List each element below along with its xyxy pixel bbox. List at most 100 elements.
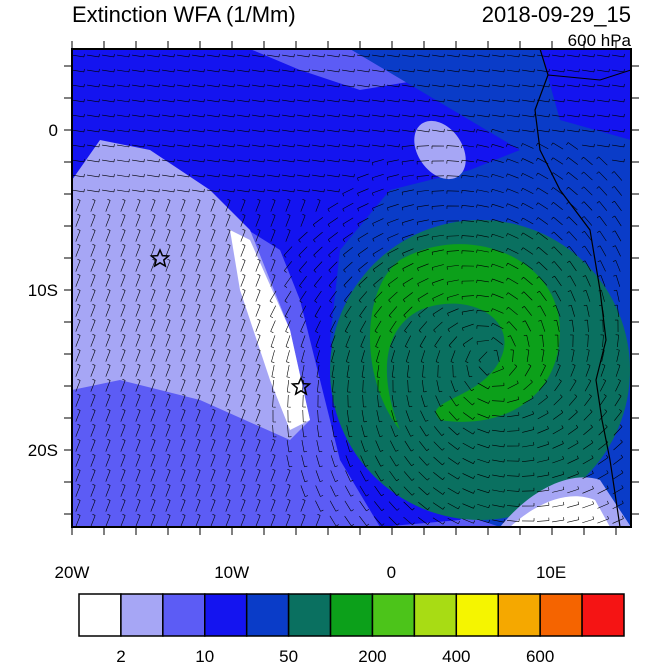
- wind-barb: [433, 472, 445, 480]
- wind-barb: [614, 409, 622, 421]
- wind-barb: [72, 143, 85, 148]
- wind-barb: [357, 247, 369, 258]
- wind-barb: [402, 277, 414, 287]
- wind-barb: [240, 514, 246, 527]
- wind-barb: [102, 173, 115, 178]
- wind-barb: [506, 292, 519, 300]
- wind-barb: [462, 83, 475, 88]
- wind-barb: [90, 514, 96, 527]
- wind-barb: [132, 188, 145, 193]
- wind-barb: [389, 470, 400, 482]
- wind-barb: [282, 113, 295, 118]
- wind-barb: [536, 232, 548, 240]
- wind-barb: [521, 143, 534, 149]
- wind-barb: [582, 98, 595, 103]
- wind-barb: [599, 319, 604, 333]
- wind-barb: [117, 173, 130, 178]
- wind-barb: [419, 441, 430, 451]
- wind-barb: [331, 425, 338, 438]
- wind-barb: [566, 260, 577, 272]
- wind-barb: [375, 440, 384, 452]
- field-white-south: [510, 496, 610, 527]
- wind-barb: [387, 113, 400, 118]
- colorbar-box: [329, 593, 374, 637]
- wind-barb: [327, 188, 340, 193]
- wind-barb: [387, 128, 400, 133]
- wind-barb: [195, 484, 201, 497]
- wind-barb: [432, 293, 444, 302]
- wind-barb: [150, 319, 156, 332]
- wind-barb: [506, 143, 519, 149]
- wind-barb: [446, 205, 460, 209]
- wind-barb: [507, 98, 520, 103]
- wind-barb: [446, 145, 460, 149]
- wind-barb: [387, 98, 400, 103]
- wind-barb: [466, 365, 473, 378]
- wind-barb: [105, 379, 111, 392]
- wind-barb: [462, 488, 475, 494]
- wind-barb: [270, 335, 276, 348]
- wind-barb: [357, 113, 370, 118]
- wind-barb: [342, 232, 354, 243]
- wind-barb: [344, 291, 352, 303]
- colorbar-label: 600: [526, 647, 554, 666]
- wind-barb: [507, 335, 516, 347]
- wind-barb: [492, 83, 505, 88]
- wind-barb: [240, 424, 246, 437]
- wind-barb: [180, 469, 186, 482]
- wind-barb: [582, 113, 595, 118]
- wind-barb: [361, 365, 366, 378]
- wind-barb: [135, 214, 141, 227]
- wind-barb: [390, 335, 396, 348]
- wind-barb: [506, 218, 519, 224]
- wind-barb: [597, 515, 609, 524]
- wind-barb: [597, 53, 610, 58]
- wind-barb: [418, 501, 430, 511]
- time-label: 2018-09-29_15: [482, 2, 631, 27]
- wind-barb: [240, 244, 246, 257]
- wind-barb: [566, 186, 578, 196]
- wind-barb: [177, 128, 190, 133]
- wind-barb: [117, 98, 130, 103]
- wind-barb: [477, 53, 490, 58]
- wind-barb: [312, 188, 325, 193]
- wind-barb: [417, 113, 430, 118]
- wind-barb: [165, 229, 171, 242]
- wind-barb: [298, 231, 308, 243]
- wind-barb: [297, 128, 310, 133]
- wind-barb: [135, 484, 141, 497]
- wind-barb: [180, 199, 186, 212]
- wind-barb: [536, 202, 549, 210]
- wind-barb: [302, 394, 306, 408]
- wind-barb: [240, 289, 246, 302]
- wind-barb: [87, 128, 100, 133]
- wind-barb: [297, 173, 310, 178]
- wind-barb: [286, 440, 292, 453]
- wind-barb: [510, 349, 514, 363]
- wind-barb: [536, 276, 548, 286]
- colorbar-box: [162, 593, 206, 637]
- wind-barb: [567, 98, 580, 103]
- wind-barb: [90, 214, 96, 227]
- wind-barb: [240, 484, 246, 497]
- wind-barb: [150, 424, 156, 437]
- wind-barb: [342, 83, 355, 88]
- wind-barb: [402, 98, 415, 103]
- wind-barb: [284, 275, 292, 288]
- wind-barb: [210, 394, 216, 407]
- wind-barb: [446, 235, 460, 240]
- wind-barb: [372, 203, 384, 212]
- wind-barb: [105, 484, 111, 497]
- wind-barb: [596, 156, 608, 166]
- wind-barb: [255, 379, 261, 392]
- wind-barb: [416, 204, 429, 210]
- wind-barb: [285, 484, 291, 497]
- wind-barb: [358, 276, 368, 288]
- wind-barb: [372, 68, 385, 73]
- wind-barb: [432, 517, 445, 525]
- wind-barb: [132, 98, 145, 103]
- colorbar-box: [413, 593, 458, 637]
- wind-barb: [105, 394, 111, 407]
- wind-barb: [491, 263, 504, 269]
- wind-barb: [407, 365, 411, 378]
